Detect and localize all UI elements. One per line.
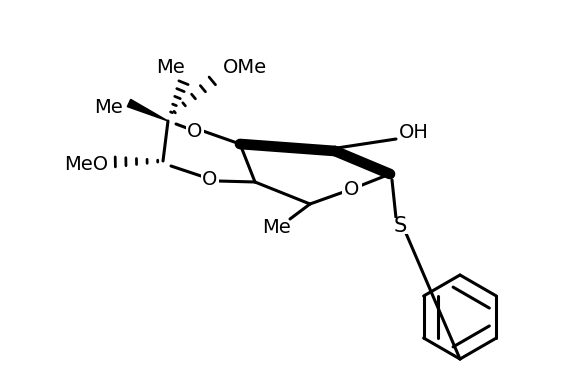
Text: O: O — [187, 121, 203, 140]
FancyBboxPatch shape — [389, 218, 411, 234]
FancyBboxPatch shape — [156, 59, 186, 75]
FancyBboxPatch shape — [94, 99, 124, 115]
Text: MeO: MeO — [64, 154, 108, 173]
Text: Me: Me — [95, 98, 123, 116]
Text: Me: Me — [157, 58, 185, 77]
Text: S: S — [394, 216, 407, 236]
Text: OMe: OMe — [223, 58, 267, 77]
FancyBboxPatch shape — [261, 221, 291, 237]
Text: Me: Me — [262, 217, 290, 237]
Polygon shape — [127, 99, 168, 121]
FancyBboxPatch shape — [225, 59, 265, 75]
FancyBboxPatch shape — [186, 123, 204, 139]
FancyBboxPatch shape — [201, 171, 219, 187]
Text: OH: OH — [399, 123, 429, 142]
Text: O: O — [202, 170, 218, 189]
FancyBboxPatch shape — [342, 181, 362, 197]
Text: O: O — [344, 179, 360, 198]
FancyBboxPatch shape — [66, 156, 106, 172]
FancyBboxPatch shape — [399, 124, 429, 140]
